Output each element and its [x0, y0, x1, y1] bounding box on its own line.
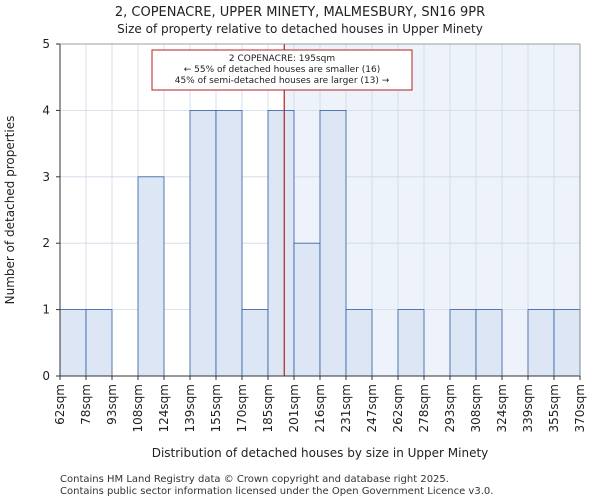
y-axis-label: Number of detached properties — [3, 116, 17, 305]
x-tick-label: 231sqm — [339, 384, 353, 432]
x-tick-label: 139sqm — [183, 384, 197, 432]
annotation-line-2: ← 55% of detached houses are smaller (16… — [184, 65, 381, 75]
bar-201sqm — [293, 242, 321, 377]
annotation-border — [151, 49, 413, 91]
x-tick-label: 324sqm — [495, 384, 509, 432]
x-tick-label: 355sqm — [547, 384, 561, 432]
x-tick-label: 170sqm — [235, 384, 249, 432]
bar-231sqm — [345, 309, 373, 377]
bar-139sqm — [189, 110, 217, 377]
y-tick-label: 5 — [42, 37, 50, 51]
x-tick-label: 185sqm — [261, 384, 275, 432]
x-tick-label: 247sqm — [365, 384, 379, 432]
x-axis-label: Distribution of detached houses by size … — [152, 446, 489, 460]
bar-339sqm — [527, 309, 555, 377]
bar-355sqm — [553, 309, 581, 377]
bar-293sqm — [449, 309, 477, 377]
y-tick-label: 1 — [42, 303, 50, 317]
bar-185sqm — [267, 110, 295, 377]
bar-155sqm — [215, 110, 243, 377]
bar-308sqm — [475, 309, 503, 377]
annotation-line-3: 45% of semi-detached houses are larger (… — [175, 76, 390, 86]
x-tick-label: 201sqm — [287, 384, 301, 432]
footer-line-2: Contains public sector information licen… — [60, 486, 493, 497]
annotation-line-1: 2 COPENACRE: 195sqm — [229, 54, 335, 64]
x-tick-label: 278sqm — [417, 384, 431, 432]
bar-62sqm — [59, 309, 87, 377]
x-tick-label: 62sqm — [53, 384, 67, 425]
x-tick-label: 370sqm — [573, 384, 587, 432]
bar-108sqm — [137, 176, 165, 377]
chart-subtitle: Size of property relative to detached ho… — [117, 22, 483, 36]
bar-216sqm — [319, 110, 347, 377]
annotation-box: 2 COPENACRE: 195sqm ← 55% of detached ho… — [151, 49, 413, 91]
bar-262sqm — [397, 309, 425, 377]
x-tick-label: 216sqm — [313, 384, 327, 432]
chart-title: 2, COPENACRE, UPPER MINETY, MALMESBURY, … — [115, 5, 485, 20]
x-tick-label: 293sqm — [443, 384, 457, 432]
x-tick-label: 339sqm — [521, 384, 535, 432]
y-tick-label: 0 — [42, 369, 50, 383]
x-tick-label: 124sqm — [157, 384, 171, 432]
y-tick-label: 4 — [42, 103, 50, 117]
x-tick-label: 308sqm — [469, 384, 483, 432]
x-tick-label: 262sqm — [391, 384, 405, 432]
x-tick-label: 155sqm — [209, 384, 223, 432]
x-tick-label: 78sqm — [79, 384, 93, 425]
y-tick-label: 2 — [42, 236, 50, 250]
x-tick-label: 108sqm — [131, 384, 145, 432]
bar-78sqm — [85, 309, 113, 377]
bar-170sqm — [241, 309, 269, 377]
x-tick-label: 93sqm — [105, 384, 119, 425]
y-tick-label: 3 — [42, 170, 50, 184]
footer-line-1: Contains HM Land Registry data © Crown c… — [60, 474, 449, 485]
